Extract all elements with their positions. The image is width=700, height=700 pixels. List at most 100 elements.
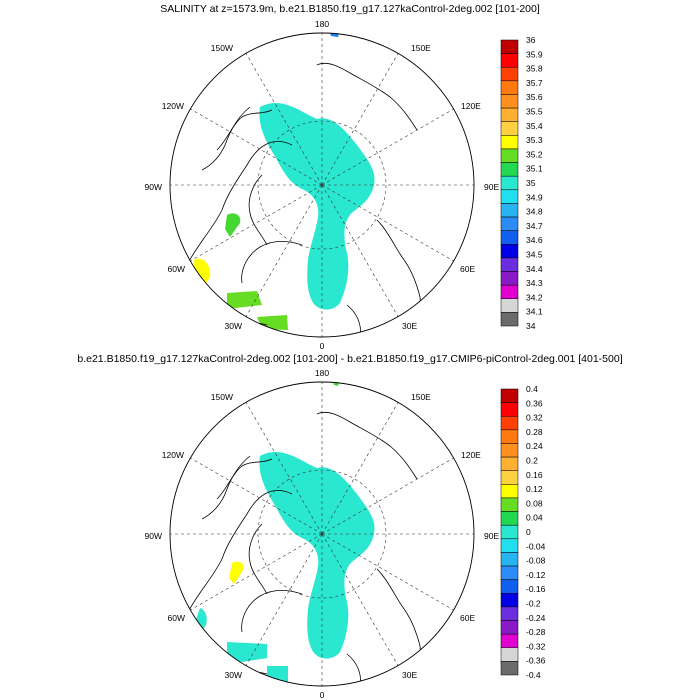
longitude-label: 90E (484, 182, 499, 192)
longitude-label: 90W (145, 182, 162, 192)
colorbar-tick-label: 35.4 (526, 121, 543, 131)
colorbar-tick-label: -0.28 (526, 627, 546, 637)
longitude-label: 90W (145, 531, 162, 541)
colorbar-tick-label: 0.32 (526, 413, 543, 423)
meridian-line (190, 184, 323, 262)
meridian-line (321, 53, 399, 186)
colorbar-swatch (500, 230, 519, 245)
colorbar: 34 34.1 34.2 34.3 34.4 34.5 34.6 34.7 34.8 34.9 35… (500, 35, 543, 331)
coastline (201, 106, 251, 171)
colorbar-swatch (500, 135, 519, 150)
latitude-circle (257, 120, 387, 250)
colorbar-swatch (500, 175, 519, 191)
longitude-label: 120E (461, 101, 481, 111)
colorbar-swatch (500, 298, 519, 313)
colorbar-swatch (500, 484, 519, 499)
colorbar-tick-label: 34.3 (526, 278, 543, 288)
meridian-line (321, 184, 454, 262)
longitude-label: 90E (484, 531, 499, 541)
meridian-line (245, 533, 323, 666)
colorbar-tick-label: 35 (526, 178, 536, 188)
colorbar-swatch (500, 633, 519, 649)
meridian-line (321, 457, 454, 535)
colorbar-tick-label: -0.16 (526, 584, 546, 594)
colorbar-tick-label: 36 (526, 35, 536, 45)
colorbar-tick-label: 35.6 (526, 92, 543, 102)
longitude-label: 150E (411, 392, 431, 402)
colorbar-swatch (500, 661, 519, 676)
colorbar-tick-label: -0.24 (526, 613, 546, 623)
colorbar-tick-label: 35.3 (526, 135, 543, 145)
colorbar-tick-label: 34.8 (526, 207, 543, 217)
colorbar-swatch (500, 148, 519, 163)
chart-title: SALINITY at z=1573.9m, b.e21.B1850.f19_g… (160, 3, 540, 15)
meridian-line (321, 533, 454, 611)
colorbar-swatch (500, 189, 519, 204)
colorbar-tick-label: 0.24 (526, 441, 543, 451)
longitude-label: 30W (225, 321, 242, 331)
latitude-circle (257, 469, 387, 599)
map-border (169, 381, 475, 687)
colorbar-tick-label: 34.4 (526, 264, 543, 274)
colorbar-tick-label: 35.9 (526, 49, 543, 59)
colorbar-tick-label: -0.4 (526, 670, 541, 680)
colorbar-tick-label: -0.04 (526, 541, 546, 551)
colorbar-swatch (500, 121, 519, 136)
colorbar-swatch (500, 244, 519, 259)
salinity-region (225, 213, 241, 237)
coastline (241, 590, 303, 633)
longitude-label: 180 (315, 368, 329, 378)
colorbar-tick-label: 34.2 (526, 292, 543, 302)
colorbar-tick-label: -0.12 (526, 570, 546, 580)
colorbar-tick-label: 0.08 (526, 498, 543, 508)
colorbar-swatch (500, 647, 519, 662)
colorbar-tick-label: -0.36 (526, 656, 546, 666)
colorbar-swatch (500, 271, 519, 286)
colorbar-swatch (500, 94, 519, 109)
graticule (170, 382, 474, 686)
colorbar-tick-label: 35.5 (526, 107, 543, 117)
longitude-label: 150W (211, 392, 233, 402)
map-border (169, 32, 475, 338)
colorbar-swatch (500, 312, 519, 327)
salinity-region (229, 561, 244, 584)
colorbar-swatch (500, 257, 519, 272)
coastline (216, 458, 273, 500)
salinity-region (257, 315, 288, 330)
colorbar-swatch (500, 456, 519, 471)
longitude-label: 0 (320, 341, 325, 351)
colorbar-tick-label: 34 (526, 321, 536, 331)
longitude-label: 60E (460, 264, 475, 274)
colorbar-tick-label: 34.6 (526, 235, 543, 245)
coastline (241, 241, 303, 284)
coastline (316, 411, 418, 480)
colorbar-swatch (500, 284, 519, 300)
colorbar-swatch (500, 107, 519, 122)
colorbar-tick-label: 0.12 (526, 484, 543, 494)
longitude-label: 30W (225, 670, 242, 680)
colorbar-tick-label: 34.9 (526, 192, 543, 202)
longitude-label: 60W (168, 264, 185, 274)
salinity-region (227, 291, 262, 309)
salinity-region (259, 451, 375, 659)
longitude-label: 180 (315, 19, 329, 29)
colorbar-tick-label: 34.5 (526, 250, 543, 260)
colorbar-swatch (500, 429, 519, 444)
colorbar-swatch (500, 538, 519, 553)
colorbar-swatch (500, 511, 519, 526)
colorbar-swatch (500, 470, 519, 485)
coastline (216, 109, 273, 151)
meridian-line (245, 184, 323, 317)
coastline (201, 455, 251, 520)
colorbar-swatch (500, 606, 519, 621)
salinity-difference-map-panel: b.e21.B1850.f19_g17.127kaControl-2deg.00… (77, 353, 622, 700)
meridian-line (321, 184, 399, 317)
data-layer (185, 382, 421, 685)
colorbar-swatch (500, 39, 519, 54)
colorbar-swatch (500, 203, 519, 218)
colorbar-swatch (500, 552, 519, 567)
colorbar-swatch (500, 497, 519, 512)
colorbar-tick-label: 0.04 (526, 513, 543, 523)
meridian-line (321, 533, 399, 666)
longitude-label: 60E (460, 613, 475, 623)
